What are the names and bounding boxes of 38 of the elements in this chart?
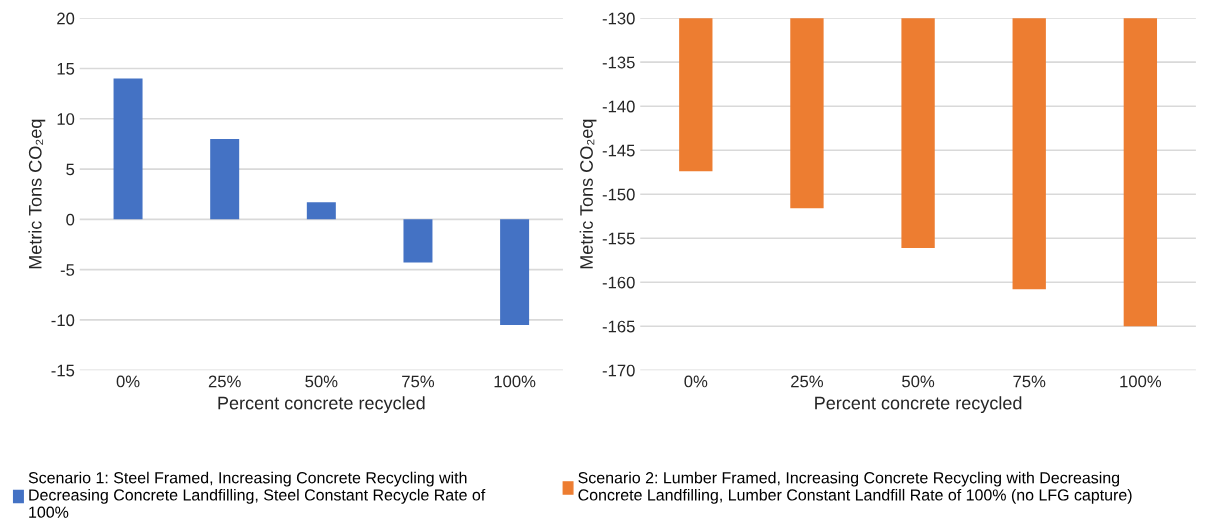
legend-label: Scenario 2: Lumber Framed, Increasing Concrete Recycling with Decreasing Concrete Landfilling, Lumber Constant Landfill Rate of 100% (no LFG capture) (578, 471, 1132, 504)
legend-label: Scenario 1: Steel Framed, Increasing Concrete Recycling with Decreasing Concrete Landfilling, Steel Constant Recycle Rate of 100% (28, 471, 486, 518)
y-tick-label: -145 (602, 144, 635, 157)
y-tick-label: -155 (602, 232, 635, 245)
x-tick-label: 0% (684, 375, 708, 388)
x-tick-label: 50% (902, 375, 935, 388)
y-tick-label: -5 (60, 264, 75, 276)
x-tick-label: 100% (494, 375, 536, 388)
bar (210, 138, 240, 220)
x-tick-label: 75% (1013, 375, 1046, 388)
y-tick-label: 15 (57, 63, 75, 75)
y-tick-label: -170 (602, 364, 635, 377)
x-tick-label: 50% (305, 375, 338, 388)
x-axis-title: Percent concrete recycled (218, 396, 425, 414)
y-tick-label: 0 (66, 213, 75, 226)
y-tick-label: 10 (57, 113, 75, 125)
bar (306, 202, 336, 220)
y-tick-label: 5 (66, 163, 75, 176)
x-tick-label: 100% (1120, 375, 1162, 388)
bar (500, 219, 530, 325)
y-axis-title: Metric Tons CO₂eq (579, 119, 597, 269)
x-tick-label: 75% (402, 375, 435, 388)
x-tick-label: 0% (116, 375, 140, 388)
y-tick-label: -10 (51, 314, 75, 327)
y-tick-label: -15 (51, 364, 75, 377)
x-axis-title: Percent concrete recycled (815, 396, 1022, 414)
bar (113, 78, 143, 220)
x-tick-label: 25% (791, 375, 824, 388)
y-tick-label: -140 (602, 100, 635, 113)
x-tick-label: 25% (208, 375, 241, 388)
y-tick-label: 20 (57, 12, 75, 25)
y-tick-label: -165 (602, 320, 635, 333)
y-tick-label: -135 (602, 56, 635, 69)
bar (403, 219, 433, 263)
y-tick-label: -160 (602, 276, 635, 289)
y-tick-label: -130 (602, 12, 635, 25)
y-axis-title: Metric Tons CO₂eq (28, 119, 46, 269)
y-tick-label: -150 (602, 188, 635, 201)
